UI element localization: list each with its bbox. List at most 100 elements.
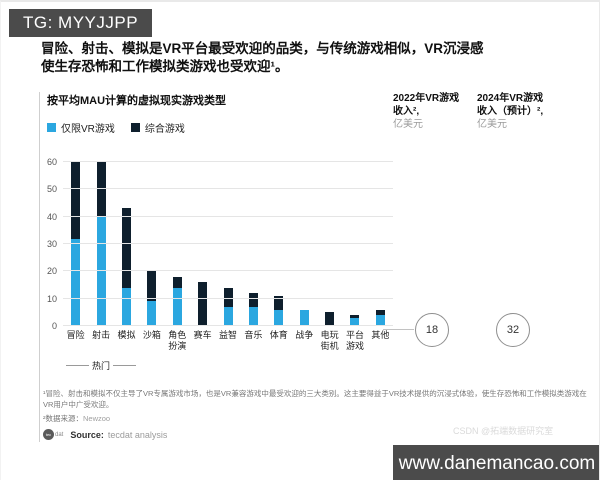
tecdat-logo-suffix: dat bbox=[55, 431, 64, 438]
website-badge: www.danemancao.com bbox=[393, 445, 599, 480]
bar-stack bbox=[325, 312, 335, 326]
bar-column: 其他 bbox=[368, 162, 393, 340]
gridline bbox=[63, 215, 393, 217]
legend-swatch-blue bbox=[47, 123, 56, 132]
y-tick-label: 10 bbox=[46, 293, 57, 304]
bar-segment-vr-only bbox=[375, 315, 385, 326]
bar-segment-vr-only bbox=[299, 309, 309, 326]
revenue-2022-header: 2022年VR游戏 收入², 亿美元 bbox=[393, 92, 473, 131]
bar-segment-vr-only bbox=[274, 309, 284, 326]
category-label: 沙箱 bbox=[142, 330, 161, 340]
revenue-2024-title: 2024年VR游戏 bbox=[477, 93, 544, 104]
legend-label-vr-only: 仅限VR游戏 bbox=[61, 124, 115, 135]
hot-bracket-line-right bbox=[113, 365, 137, 366]
bar-segment-multi bbox=[96, 162, 106, 217]
footnote-2-value: Newzoo bbox=[83, 413, 111, 423]
legend-item-vr-only: 仅限VR游戏 bbox=[47, 120, 115, 135]
footnote-2: ²数据来源：Newzoo bbox=[43, 413, 591, 424]
category-label: 赛车 bbox=[193, 330, 212, 340]
bar-segment-vr-only bbox=[147, 301, 157, 326]
source-text: tecdat analysis bbox=[107, 429, 168, 440]
csdn-watermark: CSDN @拓端数据研究室 bbox=[453, 426, 554, 436]
bar-stack bbox=[223, 287, 233, 326]
hot-group-label: 热门 bbox=[92, 361, 111, 371]
bar-segment-multi bbox=[325, 312, 335, 326]
hot-bracket-line-left bbox=[66, 365, 89, 366]
category-label: 电玩 街机 bbox=[320, 330, 339, 351]
category-label: 模拟 bbox=[117, 330, 136, 340]
y-tick-label: 0 bbox=[51, 321, 57, 331]
gridline bbox=[63, 161, 393, 162]
bar-column: 模拟 bbox=[114, 162, 139, 340]
source-label: Source: bbox=[70, 429, 104, 440]
bar-stack bbox=[274, 295, 284, 326]
revenue-2022-subtitle: 收入², bbox=[393, 106, 420, 117]
bar-column: 音乐 bbox=[241, 162, 266, 340]
hot-group-bracket: 热门 bbox=[63, 359, 139, 372]
source-row: tec dat Source: tecdat analysis bbox=[43, 429, 167, 440]
bar-segment-vr-only bbox=[350, 317, 360, 326]
y-tick-label: 40 bbox=[46, 211, 57, 222]
bar-stack bbox=[248, 293, 258, 326]
tecdat-logo-icon: tec bbox=[43, 429, 54, 440]
bar-segment-vr-only bbox=[121, 287, 131, 326]
plot-area: 冒险 射击 模拟 沙箱 角色 扮演 赛车 益智 音乐 体育 战争 电玩 街机 平台 游戏 其他 热门 bbox=[63, 161, 393, 371]
footnotes: ¹冒险、射击和模拟不仅主导了VR专属游戏市场，也是VR兼容游戏中最受欢迎的三大类… bbox=[43, 388, 591, 424]
bar-stack bbox=[172, 276, 182, 326]
category-label: 体育 bbox=[269, 330, 288, 340]
gridline bbox=[63, 188, 393, 190]
bar-segment-vr-only bbox=[71, 238, 81, 326]
revenue-2022-unit: 亿美元 bbox=[393, 119, 423, 130]
bar-stack bbox=[375, 309, 385, 326]
bars-row: 冒险 射击 模拟 沙箱 角色 扮演 赛车 益智 音乐 体育 战争 电玩 街机 平台 游戏 其他 bbox=[63, 162, 393, 351]
leader-line bbox=[383, 329, 414, 330]
bar-stack bbox=[299, 309, 309, 326]
footnote-2-label: ²数据来源： bbox=[43, 413, 83, 423]
legend-label-multi: 综合游戏 bbox=[144, 124, 185, 135]
category-label: 射击 bbox=[92, 330, 111, 340]
category-label: 冒险 bbox=[66, 330, 85, 340]
chart-subtitle: 按平均MAU计算的虚拟现实游戏类型 bbox=[47, 95, 227, 107]
revenue-2022-title: 2022年VR游戏 bbox=[393, 93, 460, 104]
bar-stack bbox=[147, 271, 157, 326]
bar-segment-multi bbox=[350, 315, 360, 318]
bar-column: 角色 扮演 bbox=[165, 162, 190, 351]
bar-segment-vr-only bbox=[223, 306, 233, 326]
category-label: 平台 游戏 bbox=[345, 330, 364, 351]
bar-segment-multi bbox=[274, 295, 284, 310]
bar-column: 战争 bbox=[292, 162, 317, 340]
bar-column: 平台 游戏 bbox=[342, 162, 367, 351]
exhibit-left-rule bbox=[39, 92, 40, 442]
title-line-1: 冒险、射击、模拟是VR平台最受欢迎的品类，与传统游戏相似，VR沉浸感 bbox=[41, 41, 484, 56]
stacked-bar-chart: 0 10 20 30 40 50 60 冒险 射击 模拟 沙箱 角色 扮演 赛车 益智 音乐 体育 战争 电玩 … bbox=[41, 154, 393, 382]
category-label: 益智 bbox=[219, 330, 238, 340]
bar-segment-multi bbox=[375, 309, 385, 316]
revenue-2024-subtitle: 收入（预计）², bbox=[477, 106, 544, 117]
legend-item-multi: 综合游戏 bbox=[130, 120, 185, 135]
title-line-2: 使生存恐怖和工作模拟类游戏也受欢迎¹。 bbox=[41, 58, 289, 74]
bar-stack bbox=[71, 162, 81, 326]
revenue-2022-circle: 18 bbox=[415, 313, 449, 347]
revenue-2024-value: 32 bbox=[506, 324, 520, 336]
bar-column: 射击 bbox=[88, 162, 113, 340]
bar-segment-multi bbox=[198, 282, 208, 326]
bar-column: 赛车 bbox=[190, 162, 215, 340]
bar-column: 益智 bbox=[215, 162, 240, 340]
y-axis: 0 10 20 30 40 50 60 bbox=[41, 157, 57, 331]
category-label: 音乐 bbox=[244, 330, 263, 340]
category-label: 其他 bbox=[371, 330, 390, 340]
bar-stack bbox=[121, 208, 131, 326]
bar-column: 沙箱 bbox=[139, 162, 164, 340]
bar-segment-multi bbox=[248, 293, 258, 307]
chart-legend: 仅限VR游戏 综合游戏 bbox=[47, 120, 185, 135]
bar-segment-multi bbox=[121, 208, 131, 288]
bar-segment-multi bbox=[223, 287, 233, 307]
bar-segment-multi bbox=[172, 276, 182, 288]
gridline bbox=[63, 243, 393, 244]
bar-segment-multi bbox=[71, 162, 81, 239]
bar-stack bbox=[350, 315, 360, 326]
bar-column: 电玩 街机 bbox=[317, 162, 342, 351]
revenue-2024-header: 2024年VR游戏 收入（预计）², 亿美元 bbox=[477, 92, 577, 131]
bar-segment-vr-only bbox=[172, 287, 182, 326]
